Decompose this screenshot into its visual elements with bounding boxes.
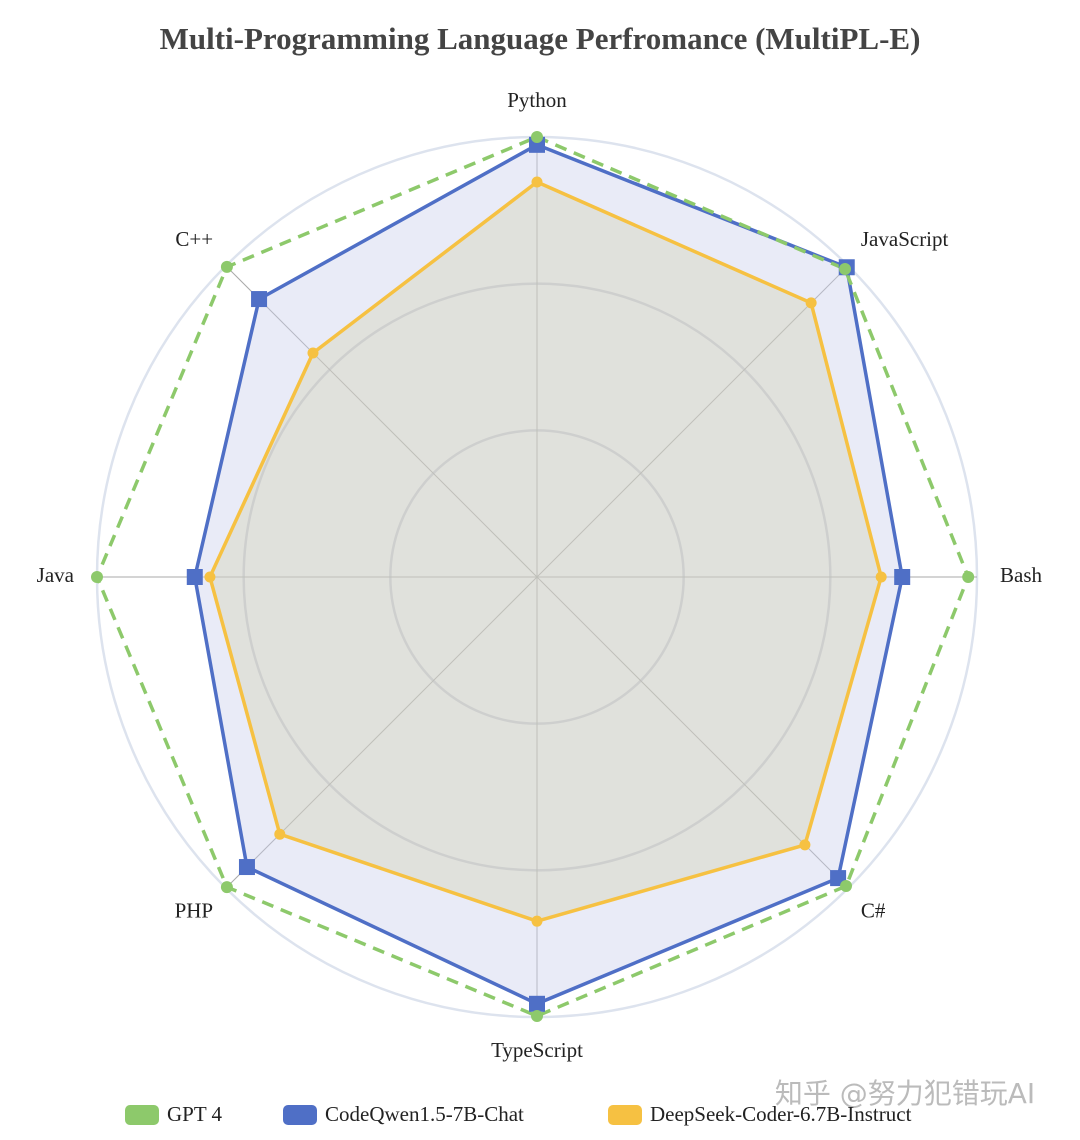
data-point [529,995,545,1012]
data-point [274,828,286,840]
chart-title: Multi-Programming Language Perfromance (… [160,21,921,56]
series-line [95,135,971,1018]
data-point [220,881,233,894]
data-point [220,260,233,273]
legend-swatch [283,1105,317,1125]
axis-label: C# [861,899,886,923]
data-point [251,291,268,308]
data-point [531,131,543,143]
data-point [962,571,975,583]
data-point [531,1010,543,1023]
data-point [186,569,203,585]
legend-label: CodeQwen1.5-7B-Chat [325,1102,524,1126]
data-point [799,839,811,851]
axis-label: PHP [175,899,214,923]
axis-label: Java [37,563,75,587]
data-point [839,262,852,275]
data-point [531,915,543,927]
axis-label: C++ [175,227,213,251]
legend-swatch [608,1105,642,1125]
legend-swatch [125,1105,159,1125]
data-point [238,859,255,876]
data-point [894,569,911,585]
spoke [536,265,849,578]
data-point [805,297,817,309]
data-point [307,347,319,359]
axis-label: JavaScript [861,227,949,251]
data-point [531,176,543,188]
data-point [875,571,887,583]
data-point [91,571,103,583]
axis-label: Bash [1000,563,1043,587]
legend-label: DeepSeek-Coder-6.7B-Instruct [650,1102,912,1126]
watermark: 知乎 @努力犯错玩AI [775,1077,1035,1110]
spoke [225,265,538,578]
axis-label: TypeScript [491,1038,583,1062]
axis-label: Python [507,88,567,112]
legend-label: GPT 4 [167,1102,223,1126]
data-point [204,571,216,583]
spoke [536,576,849,889]
data-point [840,880,853,893]
